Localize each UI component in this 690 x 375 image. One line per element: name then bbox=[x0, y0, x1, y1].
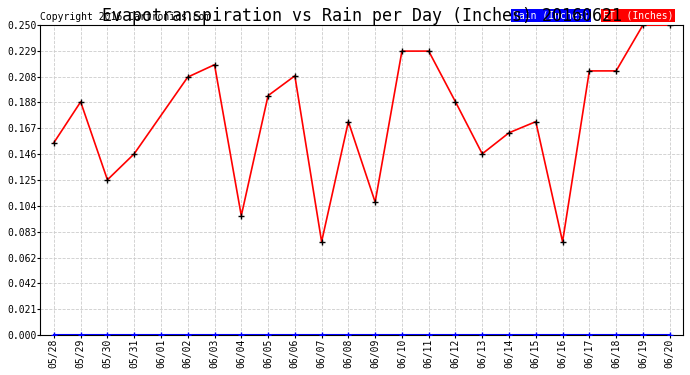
Text: Copyright 2016 Cartronics.com: Copyright 2016 Cartronics.com bbox=[41, 12, 211, 22]
Text: Rain (Inches): Rain (Inches) bbox=[513, 10, 589, 21]
Title: Evapotranspiration vs Rain per Day (Inches) 20160621: Evapotranspiration vs Rain per Day (Inch… bbox=[101, 7, 622, 25]
Text: ET  (Inches): ET (Inches) bbox=[603, 10, 673, 21]
